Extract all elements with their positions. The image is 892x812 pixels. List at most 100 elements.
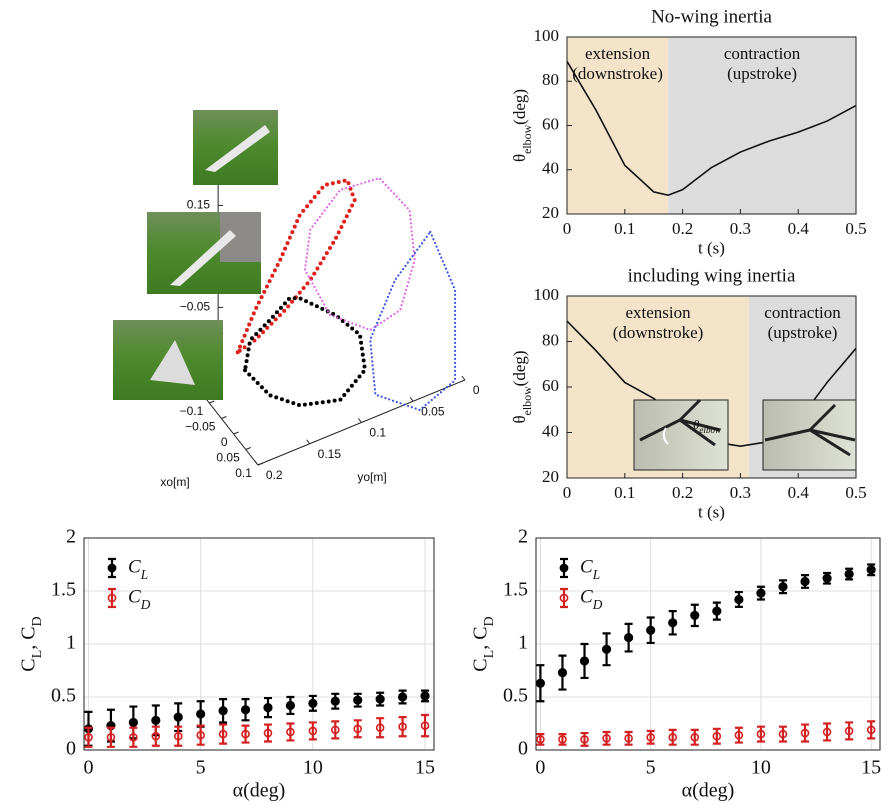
marker — [581, 657, 589, 665]
marker — [331, 697, 339, 705]
y-tick-label: 0.05 — [421, 404, 445, 418]
y-tick-label: 2 — [66, 526, 76, 548]
legend-marker — [560, 564, 567, 571]
marker — [823, 574, 831, 582]
legend-icon — [560, 589, 568, 607]
x-axis-label: t (s) — [698, 503, 725, 522]
marker — [625, 634, 633, 642]
y-tick-label: 60 — [542, 114, 559, 133]
x-tick-label: 0.2 — [672, 219, 693, 238]
marker — [399, 693, 407, 701]
marker — [801, 578, 809, 586]
y-axis-label: CL, CD — [18, 616, 45, 671]
x-axis-label: α(deg) — [233, 780, 286, 802]
y-tick-label: 80 — [542, 330, 559, 349]
y-tick-label: 0.2 — [266, 468, 283, 482]
x-tick-label: 0.05 — [216, 451, 240, 465]
x-tick-label: 0 — [535, 757, 545, 779]
marker — [537, 679, 545, 687]
figure: −0.2−0.15−0.1−0.0500.050.100.050.10.150.… — [0, 0, 892, 812]
marker — [559, 669, 567, 677]
y-tick-label: 40 — [542, 421, 559, 440]
photo — [763, 400, 856, 470]
y-tick-label: 1 — [518, 632, 528, 654]
y-tick-label: 60 — [542, 376, 559, 395]
y-axis-label: CL, CD — [470, 616, 497, 671]
x-tick — [209, 401, 214, 403]
legend-label: CL — [580, 556, 600, 581]
y-tick-label: 0 — [518, 738, 528, 760]
y-tick-label: 1.5 — [51, 579, 76, 601]
region-label: (downstroke) — [572, 64, 663, 83]
y-tick — [462, 376, 465, 380]
x-tick — [221, 417, 226, 419]
x-tick — [258, 463, 263, 465]
x-tick-label: 0.5 — [845, 483, 866, 502]
chart-title: No-wing inertia — [651, 6, 772, 27]
y-tick — [307, 440, 310, 444]
y-tick-label: 100 — [534, 26, 560, 45]
legend-marker — [108, 564, 115, 571]
chart-errorbar: 05101500.511.52α(deg)CL, CDCLCD — [18, 526, 435, 802]
x-axis-label: α(deg) — [682, 780, 735, 802]
x-tick-label: 15 — [415, 757, 435, 779]
y-tick-label: 0 — [473, 383, 480, 397]
y-axis-label: yo[m] — [357, 470, 386, 484]
x-tick — [246, 448, 251, 450]
legend-label: CL — [128, 556, 148, 581]
y-tick-label: 2 — [518, 526, 528, 548]
marker — [219, 707, 227, 715]
marker — [691, 612, 699, 620]
marker — [647, 626, 655, 634]
x-tick-label: 0.1 — [614, 219, 635, 238]
chart-line: extension(downstroke)contraction(upstrok… — [510, 265, 867, 521]
chart-title: including wing inertia — [628, 265, 796, 286]
marker — [309, 700, 317, 708]
chart-errorbar: 05101500.511.52α(deg)CL, CDCLCD — [470, 526, 882, 802]
x-tick-label: 0.3 — [730, 483, 751, 502]
marker — [152, 717, 160, 725]
y-tick-label: 40 — [542, 159, 559, 178]
y-tick-label: 1 — [66, 632, 76, 654]
marker — [603, 646, 611, 654]
y-tick-label: 0.15 — [318, 447, 342, 461]
trajectory — [245, 298, 365, 405]
x-tick-label: −0.1 — [180, 404, 204, 418]
marker — [197, 710, 205, 718]
y-tick — [410, 397, 413, 401]
y-axis-label: θelbow(deg) — [510, 350, 534, 423]
marker — [867, 566, 875, 574]
x-tick — [234, 432, 239, 434]
marker — [757, 589, 765, 597]
x-tick-label: 10 — [751, 757, 771, 779]
marker — [264, 704, 272, 712]
x-tick-label: 0.1 — [614, 483, 635, 502]
y-tick-label: 80 — [542, 70, 559, 89]
y-tick-label: 0.1 — [369, 426, 386, 440]
marker — [779, 583, 787, 591]
x-tick-label: 0.3 — [730, 219, 751, 238]
y-axis-label: θelbow(deg) — [510, 89, 534, 162]
marker — [421, 692, 429, 700]
marker — [713, 607, 721, 615]
z-tick-label: −0.05 — [180, 300, 211, 314]
y-tick-label: 20 — [542, 467, 559, 486]
trajectory — [370, 232, 455, 410]
chart-line: extension(downstroke)contraction(upstrok… — [510, 6, 867, 257]
x-tick-label: 10 — [303, 757, 323, 779]
x-axis-label: xo[m] — [160, 475, 189, 489]
region-label: (upstroke) — [768, 323, 838, 342]
x-tick-label: 0.5 — [845, 219, 866, 238]
x-tick-label: 15 — [861, 757, 881, 779]
region-label: (downstroke) — [613, 323, 704, 342]
y-tick — [358, 419, 361, 423]
region-label: extension — [585, 44, 651, 63]
x-tick-label: 0 — [563, 483, 572, 502]
marker — [376, 695, 384, 703]
marker — [669, 619, 677, 627]
z-tick-label: 0.15 — [187, 198, 211, 212]
x-tick-label: 0 — [563, 219, 572, 238]
y-tick-label: 0.5 — [51, 685, 76, 707]
region-label: contraction — [764, 303, 841, 322]
marker — [287, 702, 295, 710]
